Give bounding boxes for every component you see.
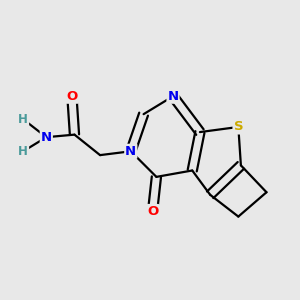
Text: N: N [41, 131, 52, 144]
Text: N: N [167, 90, 178, 103]
Text: H: H [18, 145, 28, 158]
Text: O: O [147, 205, 158, 218]
Text: H: H [18, 113, 28, 126]
Text: N: N [125, 145, 136, 158]
Text: O: O [66, 90, 77, 103]
Text: S: S [233, 121, 243, 134]
